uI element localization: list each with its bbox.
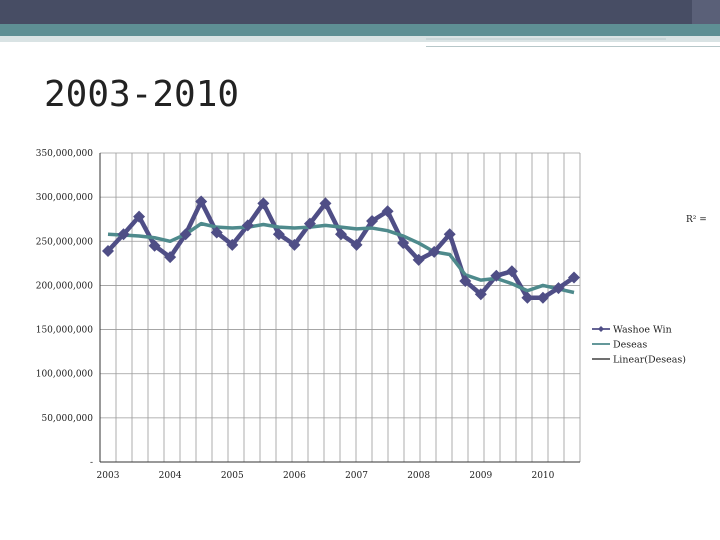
data-point-washoe-win bbox=[366, 214, 379, 227]
x-tick-label: 2009 bbox=[469, 471, 492, 481]
chart-labels: - 50,000,000 100,000,000 150,000,000 200,000… bbox=[36, 149, 707, 481]
data-point-washoe-win bbox=[335, 228, 347, 241]
y-tick-label: 150,000,000 bbox=[36, 326, 94, 336]
data-point-washoe-win bbox=[443, 228, 456, 241]
x-tick-label: 2008 bbox=[407, 471, 430, 481]
data-point-washoe-win bbox=[412, 253, 425, 266]
chart-legend: Washoe Win Deseas Linear(Deseas) bbox=[592, 325, 686, 366]
data-point-washoe-win bbox=[397, 237, 410, 250]
chart-series bbox=[102, 195, 580, 304]
slide-title: 2003-2010 bbox=[44, 74, 240, 115]
data-point-washoe-win bbox=[474, 288, 487, 301]
data-point-washoe-win bbox=[148, 239, 161, 252]
y-tick-label: - bbox=[90, 458, 93, 468]
x-tick-label: 2006 bbox=[283, 471, 306, 481]
x-tick-label: 2004 bbox=[159, 471, 182, 481]
slide-header-band bbox=[0, 24, 720, 36]
slide-header-bar bbox=[0, 0, 720, 24]
series-line-washoe-win bbox=[106, 199, 576, 301]
x-tick-label: 2010 bbox=[531, 471, 554, 481]
y-tick-label: 50,000,000 bbox=[41, 414, 93, 424]
data-point-washoe-win bbox=[552, 282, 565, 295]
y-tick-label: 100,000,000 bbox=[36, 370, 94, 380]
legend-label-washoe-win: Washoe Win bbox=[613, 325, 672, 336]
slide-divider-line bbox=[426, 46, 720, 47]
data-point-washoe-win bbox=[257, 197, 270, 210]
data-point-washoe-win bbox=[319, 197, 332, 210]
x-tick-label: 2007 bbox=[345, 471, 368, 481]
x-tick-label: 2005 bbox=[221, 471, 244, 481]
y-tick-label: 250,000,000 bbox=[36, 237, 94, 247]
data-point-washoe-win bbox=[459, 275, 472, 288]
y-tick-label: 350,000,000 bbox=[36, 149, 94, 159]
legend-label-linear-deseas: Linear(Deseas) bbox=[613, 355, 686, 366]
data-point-washoe-win bbox=[117, 228, 130, 241]
chart-axes bbox=[99, 153, 580, 463]
y-tick-label: 300,000,000 bbox=[36, 193, 94, 203]
data-point-washoe-win bbox=[164, 251, 177, 264]
data-point-washoe-win bbox=[226, 238, 239, 251]
data-point-washoe-win bbox=[490, 269, 503, 282]
slide-header-accent bbox=[692, 0, 720, 24]
legend-marker-washoe-win bbox=[598, 326, 604, 332]
slide-header-band-light bbox=[0, 36, 720, 42]
data-point-washoe-win bbox=[102, 244, 114, 257]
slide-divider-line bbox=[426, 38, 666, 40]
data-point-washoe-win bbox=[133, 210, 146, 223]
data-point-washoe-win bbox=[505, 265, 518, 278]
y-tick-label: 200,000,000 bbox=[36, 281, 94, 291]
data-point-washoe-win bbox=[428, 245, 441, 258]
data-point-washoe-win bbox=[241, 219, 254, 232]
chart-gridlines bbox=[99, 152, 581, 463]
data-point-washoe-win bbox=[350, 238, 363, 251]
data-point-washoe-win bbox=[303, 217, 316, 230]
data-point-washoe-win bbox=[288, 238, 301, 251]
x-tick-label: 2003 bbox=[97, 471, 120, 481]
data-point-washoe-win bbox=[381, 205, 394, 218]
data-point-washoe-win bbox=[272, 228, 285, 241]
legend-label-deseas: Deseas bbox=[613, 340, 647, 351]
r-squared-label: R² = bbox=[686, 215, 707, 225]
data-point-washoe-win bbox=[195, 195, 208, 208]
data-point-washoe-win bbox=[568, 271, 580, 284]
data-point-washoe-win bbox=[179, 228, 192, 241]
data-point-washoe-win bbox=[521, 291, 534, 304]
data-point-washoe-win bbox=[210, 226, 223, 239]
data-point-washoe-win bbox=[536, 291, 549, 304]
